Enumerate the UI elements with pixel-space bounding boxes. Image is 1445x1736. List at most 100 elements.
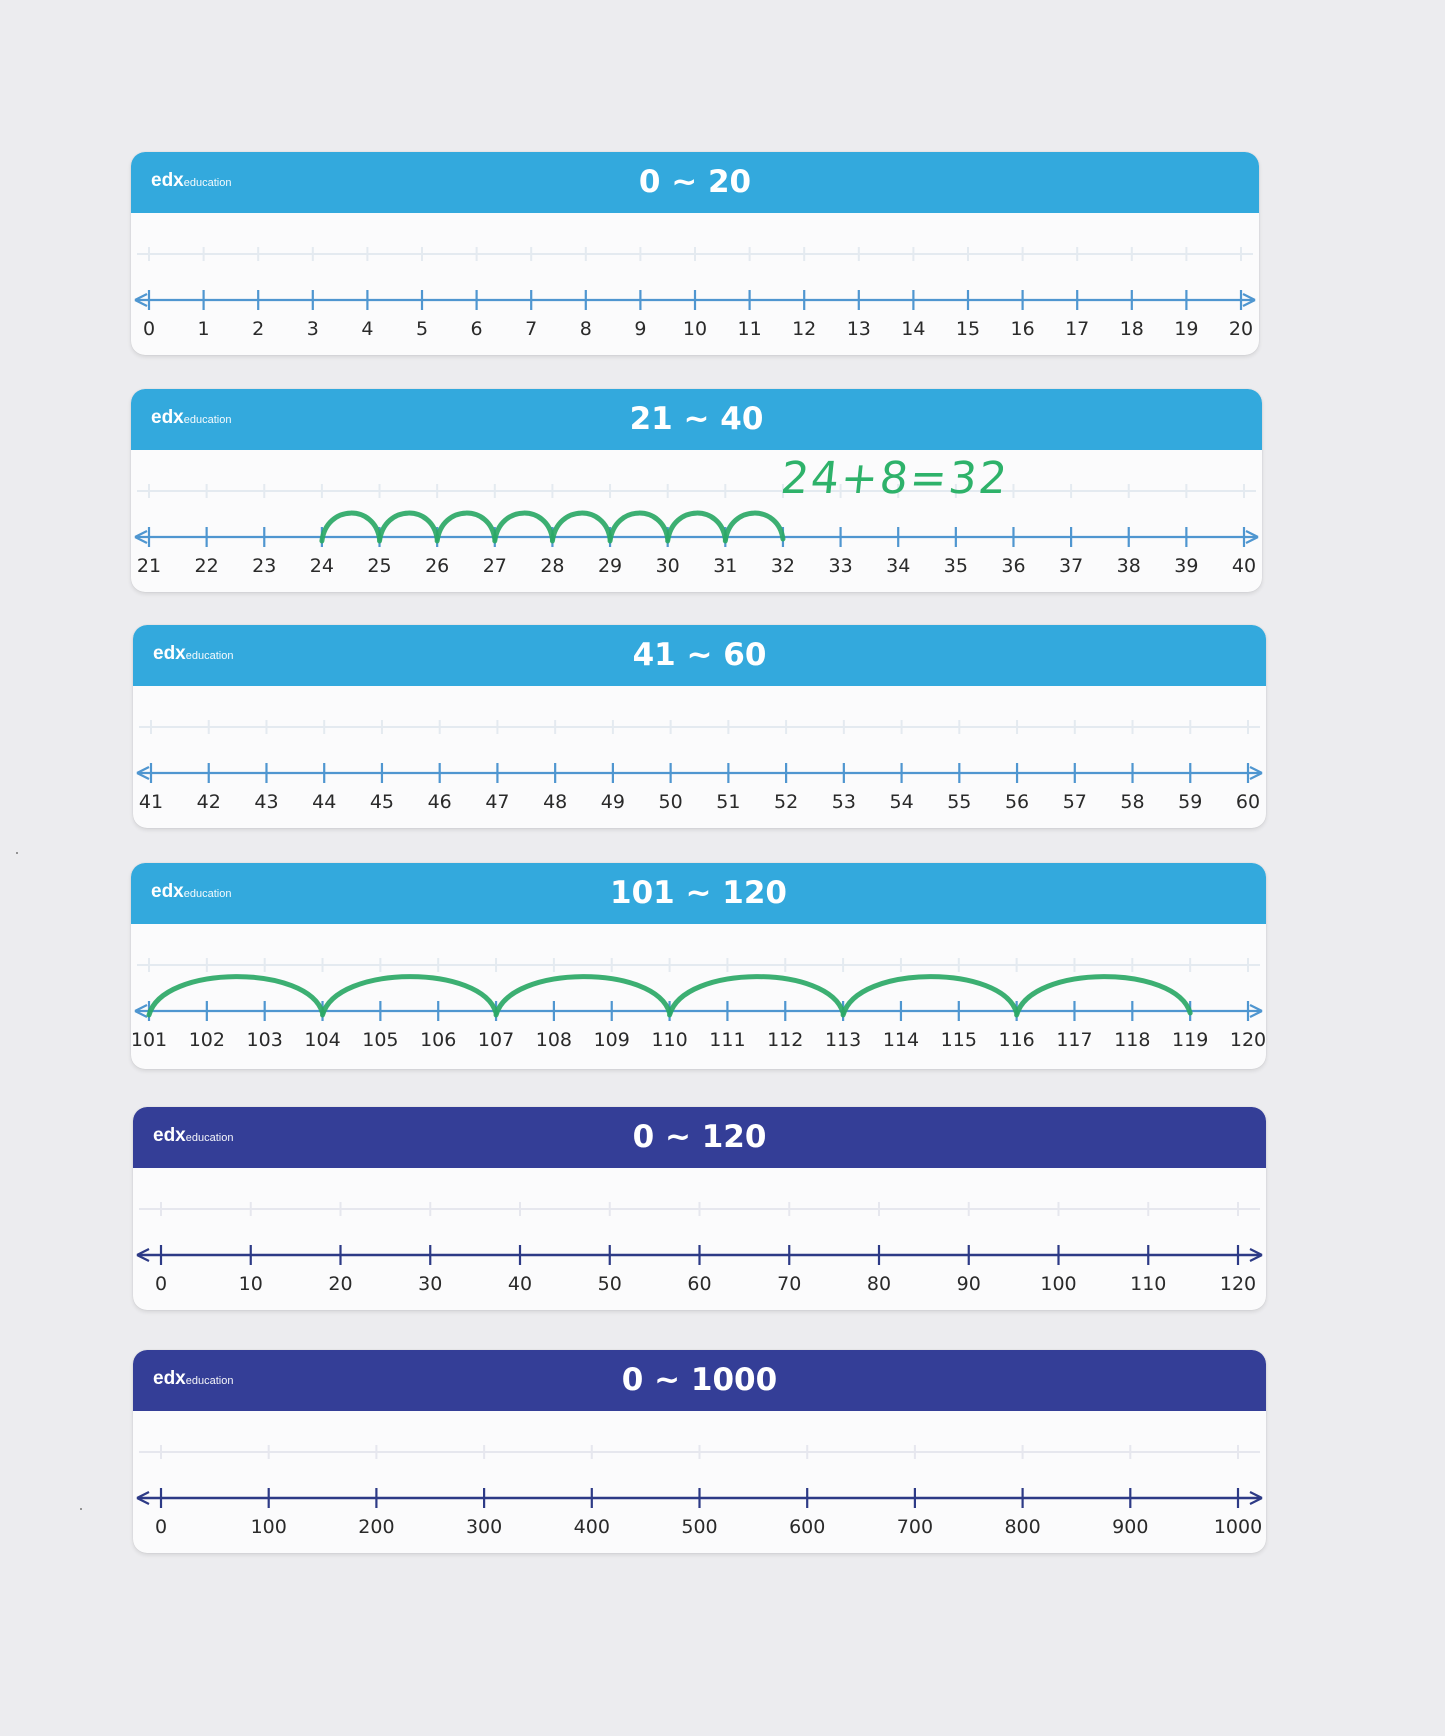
tick-label: 110 <box>651 1029 687 1051</box>
tick-label: 300 <box>466 1516 502 1538</box>
tick-label: 108 <box>536 1029 572 1051</box>
arrow-left <box>136 766 150 780</box>
board-title: 21 ~ 40 <box>629 401 764 437</box>
tick-label: 46 <box>428 791 452 813</box>
number-line: 0 100 200 300 400 500 600 700 800 900 1000 <box>136 1445 1263 1538</box>
number-line-board-101-120: edxeducation 101 ~ 120 101 102 103 104 105 10… <box>131 863 1266 1069</box>
tick-label: 105 <box>362 1029 398 1051</box>
tick-label: 7 <box>525 318 537 340</box>
tick-label: 44 <box>312 791 336 813</box>
tick-label: 43 <box>254 791 278 813</box>
number-line: 0 10 20 30 40 50 60 70 80 90 100 110 120 <box>136 1202 1263 1295</box>
tick-label: 112 <box>767 1029 803 1051</box>
brand-logo: edxeducation <box>151 881 232 902</box>
number-line-board-0-120: edxeducation 0 ~ 120 0 10 20 30 40 50 60 70 80 90… <box>133 1107 1266 1310</box>
tick-label: 500 <box>681 1516 717 1538</box>
tick-label: 116 <box>998 1029 1034 1051</box>
tick-label: 16 <box>1011 318 1035 340</box>
tick-label: 33 <box>828 555 852 577</box>
tick-label: 12 <box>792 318 816 340</box>
tick-label: 25 <box>367 555 391 577</box>
tick-label: 120 <box>1220 1273 1256 1295</box>
tick-label: 55 <box>947 791 971 813</box>
tick-label: 40 <box>508 1273 532 1295</box>
tick-label: 28 <box>540 555 564 577</box>
board-title: 0 ~ 120 <box>632 1119 767 1155</box>
jump-arc <box>722 510 786 544</box>
tick-label: 103 <box>247 1029 283 1051</box>
jump-arc <box>493 974 673 1018</box>
tick-label: 41 <box>139 791 163 813</box>
number-line: 41 42 43 44 45 46 47 48 49 50 51 52 53 54 55 56 57 58 59 60 <box>136 720 1263 813</box>
brand-logo: edxeducation <box>153 1368 234 1389</box>
board-title: 41 ~ 60 <box>632 637 767 673</box>
board-header: edxeducation 101 ~ 120 <box>131 863 1266 924</box>
jump-arc <box>607 510 671 544</box>
tick-label: 3 <box>307 318 319 340</box>
tick-label: 120 <box>1230 1029 1266 1051</box>
board-header: edxeducation 41 ~ 60 <box>133 625 1266 686</box>
tick-label: 118 <box>1114 1029 1150 1051</box>
arrow-right <box>1249 1248 1263 1262</box>
number-line-board-0-20: edxeducation 0 ~ 20 0 1 2 3 4 5 6 7 8 9 10 11 12 13 14… <box>131 152 1259 355</box>
tick-label: 42 <box>197 791 221 813</box>
tick-label: 119 <box>1172 1029 1208 1051</box>
tick-label: 37 <box>1059 555 1083 577</box>
tick-label: 102 <box>189 1029 225 1051</box>
tick-label: 0 <box>155 1273 167 1295</box>
tick-label: 30 <box>418 1273 442 1295</box>
dust-speck <box>80 1508 82 1510</box>
jump-arc <box>665 510 728 544</box>
arrow-right <box>1249 1491 1263 1505</box>
tick-label: 20 <box>1229 318 1253 340</box>
tick-label: 117 <box>1056 1029 1092 1051</box>
tick-label: 113 <box>825 1029 861 1051</box>
arrow-left <box>136 1248 150 1262</box>
tick-label: 100 <box>251 1516 287 1538</box>
tick-label: 50 <box>659 791 683 813</box>
number-line-board-21-40: edxeducation 21 ~ 40 21 22 23 24 25 26 27 28 29 3… <box>131 389 1262 592</box>
arrow-left <box>136 1491 150 1505</box>
arrow-right <box>1249 1004 1263 1018</box>
tick-label: 104 <box>304 1029 340 1051</box>
tick-label: 0 <box>155 1516 167 1538</box>
tick-label: 50 <box>598 1273 622 1295</box>
arrow-left <box>134 1004 148 1018</box>
tick-label: 70 <box>777 1273 801 1295</box>
tick-label: 48 <box>543 791 567 813</box>
tick-label: 90 <box>957 1273 981 1295</box>
board-title: 0 ~ 20 <box>638 164 752 200</box>
arrow-right <box>1245 530 1259 544</box>
tick-label: 111 <box>709 1029 745 1051</box>
tick-label: 800 <box>1004 1516 1040 1538</box>
dust-speck <box>16 852 18 854</box>
tick-label: 60 <box>1236 791 1260 813</box>
tick-label: 10 <box>239 1273 263 1295</box>
tick-label: 11 <box>738 318 762 340</box>
tick-label: 45 <box>370 791 394 813</box>
number-line: 101 102 103 104 105 106 107 108 109 110 111 112 113 1… <box>131 958 1266 1051</box>
jump-arc <box>434 510 498 544</box>
tick-label: 27 <box>483 555 507 577</box>
tick-label: 106 <box>420 1029 456 1051</box>
board-title: 0 ~ 1000 <box>621 1362 778 1398</box>
tick-label: 19 <box>1174 318 1198 340</box>
tick-label: 21 <box>137 555 161 577</box>
tick-label: 60 <box>687 1273 711 1295</box>
tick-label: 39 <box>1174 555 1198 577</box>
tick-label: 56 <box>1005 791 1029 813</box>
tick-label: 53 <box>832 791 856 813</box>
tick-label: 0 <box>143 318 155 340</box>
tick-label: 29 <box>598 555 622 577</box>
tick-label: 1000 <box>1214 1516 1262 1538</box>
number-line-board-0-1000: edxeducation 0 ~ 1000 0 100 200 300 400 500 60… <box>133 1350 1266 1553</box>
tick-label: 22 <box>195 555 219 577</box>
tick-label: 35 <box>944 555 968 577</box>
jump-arc <box>146 974 326 1018</box>
tick-label: 9 <box>634 318 646 340</box>
tick-label: 34 <box>886 555 910 577</box>
tick-label: 10 <box>683 318 707 340</box>
tick-label: 38 <box>1117 555 1141 577</box>
arrow-right <box>1242 293 1256 307</box>
arrow-right <box>1249 766 1263 780</box>
